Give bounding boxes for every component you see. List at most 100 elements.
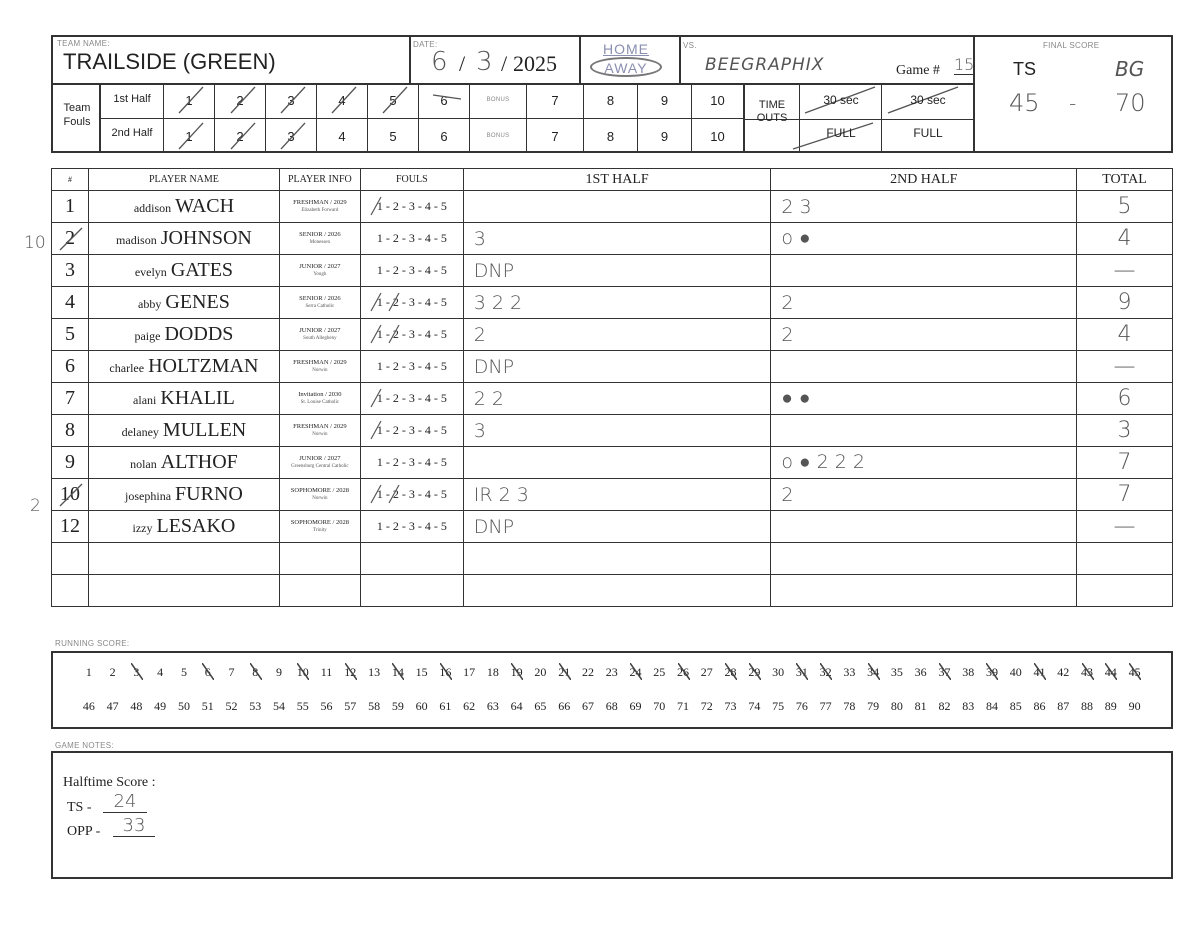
running-score-number[interactable]: 90 — [1128, 699, 1141, 713]
running-score-number[interactable]: 72 — [700, 699, 713, 713]
running-score-number[interactable]: 56 — [320, 699, 333, 713]
empty-cell[interactable] — [51, 542, 89, 575]
running-score-number[interactable]: 70 — [653, 699, 666, 713]
running-score-number[interactable]: 23 — [605, 665, 618, 679]
first-half-points[interactable]: 2 2 — [462, 382, 772, 415]
foul-1h-7[interactable]: 7 — [551, 93, 559, 108]
second-half-points[interactable]: o ● 2 2 2 — [770, 446, 1078, 479]
timeout-full-1[interactable]: FULL — [826, 126, 856, 140]
running-score-number[interactable]: 43 — [1078, 663, 1097, 680]
foul-1h-6[interactable]: 6 — [440, 93, 448, 108]
running-score-number[interactable]: 11 — [320, 665, 333, 679]
running-score-number[interactable]: 49 — [154, 699, 167, 713]
running-score-number[interactable]: 54 — [273, 699, 285, 713]
player-row[interactable]: 5 paige DODDS JUNIOR / 2027 South Allegheny… — [51, 318, 1173, 351]
running-score-number[interactable]: 14 — [388, 663, 407, 680]
player-total[interactable]: 4 — [1076, 222, 1173, 255]
running-score-number[interactable]: 46 — [82, 699, 95, 713]
player-total[interactable]: — — [1076, 350, 1173, 383]
player-total[interactable]: 5 — [1076, 190, 1173, 223]
foul-2h-4[interactable]: 4 — [338, 129, 346, 144]
first-half-points[interactable]: 2 — [462, 318, 772, 351]
player-row[interactable]: 12 izzy LESAKO SOPHOMORE / 2028 Trinity 1 - … — [51, 510, 1173, 543]
running-score-number[interactable]: 66 — [558, 699, 571, 713]
player-row[interactable]: 8 delaney MULLEN FRESHMAN / 2029 Norwin 1 - … — [51, 414, 1173, 447]
running-score-number[interactable]: 39 — [982, 663, 1001, 680]
player-fouls[interactable]: 1 - 2 - 3 - 4 - 5 — [359, 414, 464, 447]
running-score-number[interactable]: 31 — [792, 663, 811, 680]
player-row[interactable]: 6 charlee HOLTZMAN FRESHMAN / 2029 Norwin 1 … — [51, 350, 1173, 383]
player-total[interactable]: — — [1076, 254, 1173, 287]
foul-2h-10[interactable]: 10 — [710, 129, 725, 144]
foul-1h-4[interactable]: 4 — [338, 93, 346, 108]
running-score-number[interactable]: 38 — [962, 665, 975, 679]
empty-player-row[interactable] — [51, 574, 1173, 607]
running-score-number[interactable]: 41 — [1030, 663, 1049, 680]
empty-cell[interactable] — [770, 542, 1078, 575]
running-score-number[interactable]: 64 — [510, 699, 523, 713]
running-score-number[interactable]: 84 — [985, 699, 998, 713]
player-total[interactable]: 7 — [1076, 446, 1173, 479]
player-fouls[interactable]: 1 - 2 - 3 - 4 - 5 — [359, 350, 464, 383]
first-half-points[interactable]: IR 2 3 — [462, 478, 772, 511]
running-score-number[interactable]: 52 — [225, 699, 238, 713]
running-score-number[interactable]: 42 — [1057, 665, 1070, 679]
empty-cell[interactable] — [278, 542, 361, 575]
empty-cell[interactable] — [1076, 574, 1173, 607]
first-half-points[interactable] — [462, 446, 772, 479]
running-score-number[interactable]: 1 — [85, 665, 92, 679]
second-half-points[interactable]: 2 — [770, 318, 1078, 351]
running-score-number[interactable]: 75 — [772, 699, 785, 713]
player-fouls[interactable]: 1 - 2 - 3 - 4 - 5 — [359, 286, 464, 319]
running-score-number[interactable]: 40 — [1009, 665, 1022, 679]
running-score-number[interactable]: 19 — [507, 663, 526, 680]
running-score-number[interactable]: 24 — [626, 663, 645, 680]
foul-1h-5[interactable]: 5 — [389, 93, 397, 108]
running-score-number[interactable]: 36 — [914, 665, 927, 679]
running-score-number[interactable]: 47 — [106, 699, 119, 713]
running-score-number[interactable]: 32 — [816, 663, 835, 680]
foul-2h-3[interactable]: 3 — [287, 129, 295, 144]
running-score-number[interactable]: 20 — [534, 665, 547, 679]
running-score-number[interactable]: 21 — [555, 663, 574, 680]
running-score-number[interactable]: 30 — [772, 665, 785, 679]
empty-player-row[interactable] — [51, 542, 1173, 575]
player-fouls[interactable]: 1 - 2 - 3 - 4 - 5 — [359, 382, 464, 415]
running-score-number[interactable]: 53 — [249, 699, 262, 713]
running-score-number[interactable]: 8 — [246, 663, 265, 680]
running-score-number[interactable]: 78 — [843, 699, 856, 713]
running-score-number[interactable]: 89 — [1104, 699, 1117, 713]
player-row[interactable]: 3 evelyn GATES JUNIOR / 2027 Yough 1 - 2 - 3… — [51, 254, 1173, 287]
running-score-number[interactable]: 34 — [864, 663, 883, 680]
running-score-number[interactable]: 55 — [296, 699, 309, 713]
foul-1h-8[interactable]: 8 — [606, 93, 615, 108]
running-score-number[interactable]: 59 — [391, 699, 404, 713]
running-score-number[interactable]: 29 — [745, 663, 764, 680]
running-score-number[interactable]: 77 — [819, 699, 832, 713]
empty-cell[interactable] — [87, 542, 280, 575]
running-score-number[interactable]: 37 — [935, 663, 954, 680]
running-score-number[interactable]: 87 — [1057, 699, 1070, 713]
running-score-number[interactable]: 26 — [674, 663, 693, 680]
player-fouls[interactable]: 1 - 2 - 3 - 4 - 5 — [359, 510, 464, 543]
empty-cell[interactable] — [51, 574, 89, 607]
running-score-number[interactable]: 2 — [109, 665, 116, 679]
empty-cell[interactable] — [87, 574, 280, 607]
running-score-number[interactable]: 48 — [130, 699, 143, 713]
foul-1h-9[interactable]: 9 — [660, 93, 669, 108]
running-score-number[interactable]: 18 — [486, 665, 499, 679]
running-score-number[interactable]: 74 — [748, 699, 761, 713]
foul-2h-1[interactable]: 1 — [185, 129, 193, 144]
running-score-number[interactable]: 27 — [700, 665, 713, 679]
running-score-number[interactable]: 63 — [486, 699, 499, 713]
empty-cell[interactable] — [770, 574, 1078, 607]
running-score-number[interactable]: 62 — [463, 699, 476, 713]
empty-cell[interactable] — [462, 542, 772, 575]
second-half-points[interactable]: 2 — [770, 478, 1078, 511]
player-total[interactable]: 7 — [1076, 478, 1173, 511]
foul-1h-3[interactable]: 3 — [287, 93, 295, 108]
running-score-number[interactable]: 45 — [1125, 663, 1144, 680]
player-fouls[interactable]: 1 - 2 - 3 - 4 - 5 — [359, 190, 464, 223]
second-half-points[interactable] — [770, 510, 1078, 543]
player-fouls[interactable]: 1 - 2 - 3 - 4 - 5 — [359, 222, 464, 255]
